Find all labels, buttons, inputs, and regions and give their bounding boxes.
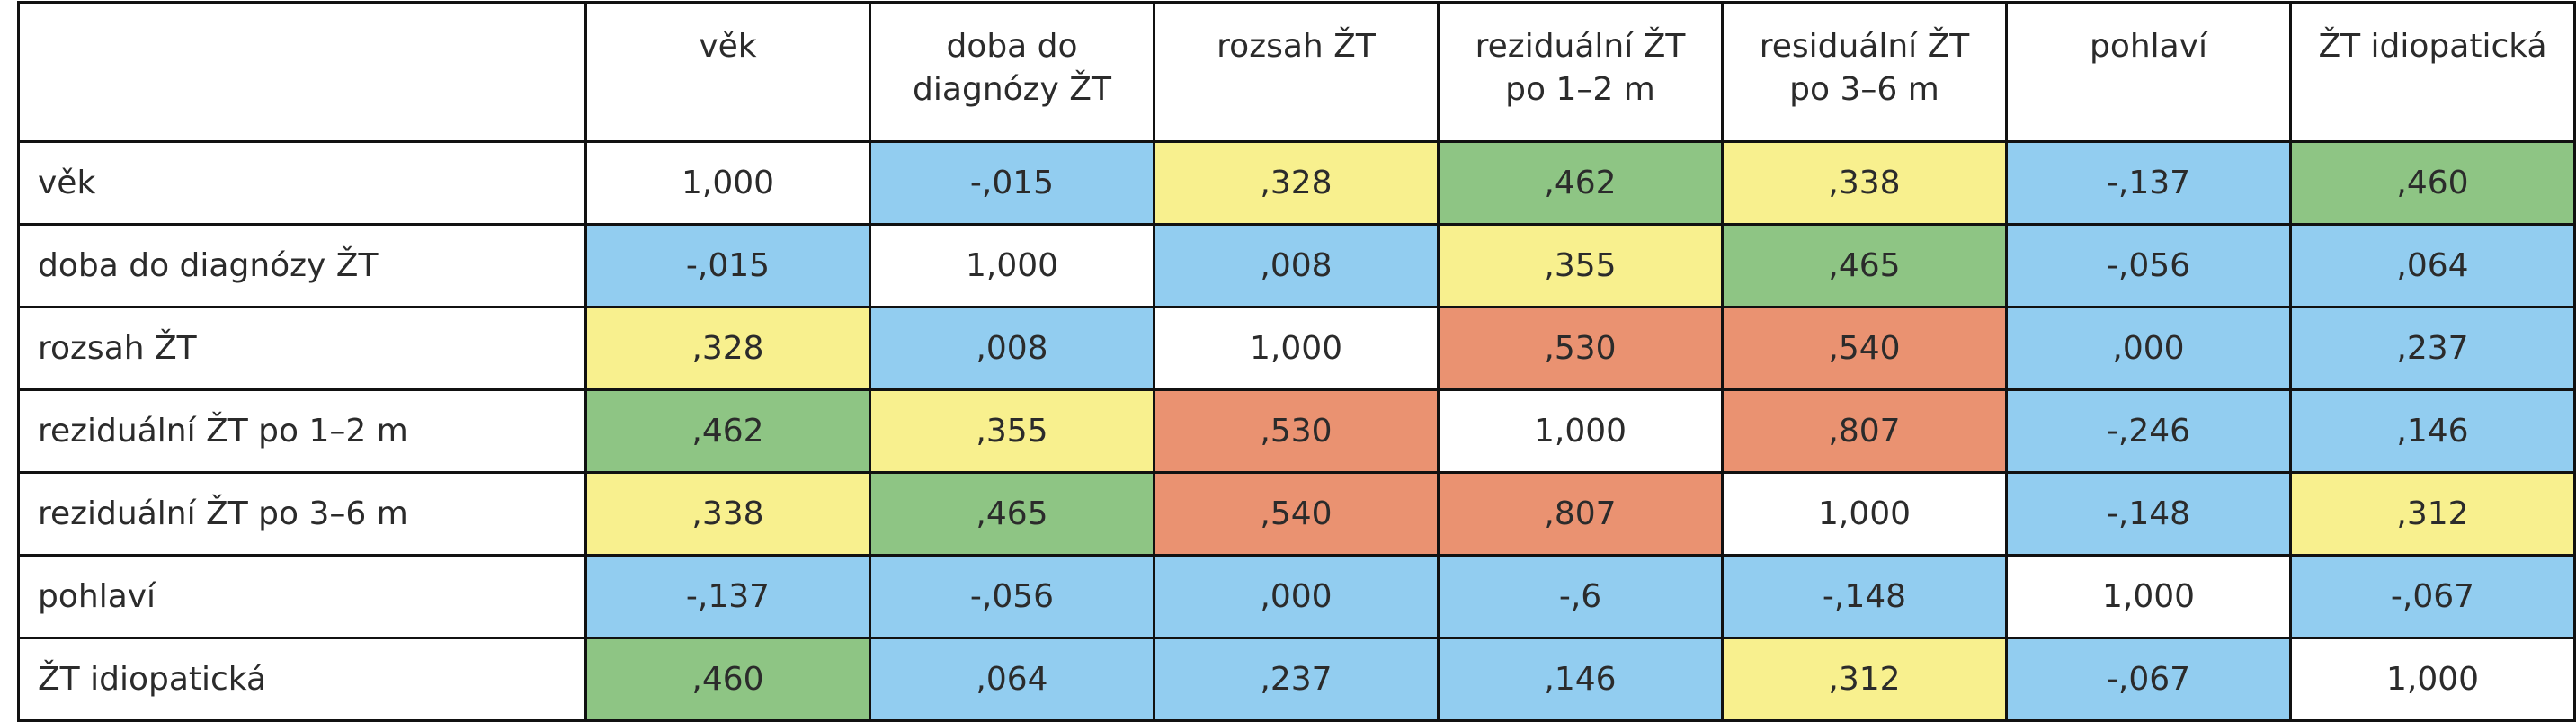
correlation-cell: ,146 xyxy=(1437,637,1724,722)
correlation-cell: ,000 xyxy=(1153,554,1440,639)
correlation-cell: ,460 xyxy=(584,637,871,722)
correlation-cell: ,312 xyxy=(1721,637,2008,722)
correlation-table: věk doba do diagnózy ŽT rozsah ŽT reziduální… xyxy=(17,1,2576,722)
correlation-cell: ,000 xyxy=(2005,306,2292,391)
correlation-cell: ,465 xyxy=(1721,223,2008,308)
correlation-cell: -,148 xyxy=(1721,554,2008,639)
correlation-cell: ,540 xyxy=(1721,306,2008,391)
correlation-cell: ,328 xyxy=(1153,140,1440,226)
correlation-cell: ,465 xyxy=(869,471,1155,557)
correlation-cell: ,237 xyxy=(1153,637,1440,722)
table-row: ŽT idiopatická ,460,064,237,146,312 -,067 1… xyxy=(17,637,2576,722)
correlation-cell: ,338 xyxy=(584,471,871,557)
table-body: věk 1,000 -,015,328,462,338 -,137,460 doba d… xyxy=(17,140,2576,722)
table-header: věk doba do diagnózy ŽT rozsah ŽT reziduální… xyxy=(17,1,2576,143)
correlation-cell: ,237 xyxy=(2289,306,2576,391)
table-row: věk 1,000 -,015,328,462,338 -,137,460 xyxy=(17,140,2576,226)
correlation-cell: ,807 xyxy=(1437,471,1724,557)
correlation-cell: ,008 xyxy=(869,306,1155,391)
column-header-zt-idiopaticka: ŽT idiopatická xyxy=(2289,1,2576,143)
correlation-cell: 1,000 xyxy=(1153,306,1440,391)
correlation-cell: 1,000 xyxy=(2289,637,2576,722)
row-label-zt-idiopaticka: ŽT idiopatická xyxy=(17,637,587,722)
table-row: rozsah ŽT ,328,008 1,000,530,540,000,237 xyxy=(17,306,2576,391)
correlation-cell: ,460 xyxy=(2289,140,2576,226)
correlation-cell: ,530 xyxy=(1153,388,1440,474)
correlation-cell: -,148 xyxy=(2005,471,2292,557)
correlation-cell: ,328 xyxy=(584,306,871,391)
correlation-cell: 1,000 xyxy=(2005,554,2292,639)
correlation-cell: -,6 xyxy=(1437,554,1724,639)
correlation-cell: ,064 xyxy=(869,637,1155,722)
table-row: reziduální ŽT po 3–6 m ,338,465,540,807 1,… xyxy=(17,471,2576,557)
header-row: věk doba do diagnózy ŽT rozsah ŽT reziduální… xyxy=(17,1,2576,143)
correlation-cell: ,355 xyxy=(1437,223,1724,308)
correlation-cell: -,015 xyxy=(869,140,1155,226)
row-label-rozsah-zt: rozsah ŽT xyxy=(17,306,587,391)
correlation-cell: -,067 xyxy=(2289,554,2576,639)
correlation-cell: -,137 xyxy=(584,554,871,639)
column-header-rezidualni-zt-po-1-2-m: reziduální ŽT po 1–2 m xyxy=(1437,1,1724,143)
correlation-cell: ,530 xyxy=(1437,306,1724,391)
correlation-cell: ,355 xyxy=(869,388,1155,474)
column-header-pohlavi: pohlaví xyxy=(2005,1,2292,143)
correlation-cell: ,338 xyxy=(1721,140,2008,226)
row-label-rezidualni-zt-po-3-6-m: reziduální ŽT po 3–6 m xyxy=(17,471,587,557)
correlation-cell: ,462 xyxy=(1437,140,1724,226)
column-header-vek: věk xyxy=(584,1,871,143)
correlation-table-wrapper: věk doba do diagnózy ŽT rozsah ŽT reziduální… xyxy=(17,1,2576,722)
header-corner-cell xyxy=(17,1,587,143)
table-row: pohlaví -,137 -,056,000 -,6 -,148 1,000 -,067 xyxy=(17,554,2576,639)
correlation-cell: 1,000 xyxy=(584,140,871,226)
table-row: reziduální ŽT po 1–2 m ,462,355,530 1,000,… xyxy=(17,388,2576,474)
correlation-cell: -,137 xyxy=(2005,140,2292,226)
correlation-cell: ,462 xyxy=(584,388,871,474)
correlation-cell: ,540 xyxy=(1153,471,1440,557)
correlation-cell: -,067 xyxy=(2005,637,2292,722)
correlation-cell: 1,000 xyxy=(869,223,1155,308)
table-row: doba do diagnózy ŽT -,015 1,000,008,355,46… xyxy=(17,223,2576,308)
row-label-doba-do-diagnozy-zt: doba do diagnózy ŽT xyxy=(17,223,587,308)
column-header-residualni-zt-po-3-6-m: residuální ŽT po 3–6 m xyxy=(1721,1,2008,143)
row-label-rezidualni-zt-po-1-2-m: reziduální ŽT po 1–2 m xyxy=(17,388,587,474)
correlation-cell: -,056 xyxy=(869,554,1155,639)
correlation-cell: 1,000 xyxy=(1437,388,1724,474)
correlation-cell: ,312 xyxy=(2289,471,2576,557)
correlation-cell: ,008 xyxy=(1153,223,1440,308)
column-header-rozsah-zt: rozsah ŽT xyxy=(1153,1,1440,143)
correlation-cell: ,807 xyxy=(1721,388,2008,474)
correlation-cell: 1,000 xyxy=(1721,471,2008,557)
correlation-cell: -,056 xyxy=(2005,223,2292,308)
row-label-pohlavi: pohlaví xyxy=(17,554,587,639)
correlation-cell: ,064 xyxy=(2289,223,2576,308)
correlation-cell: -,246 xyxy=(2005,388,2292,474)
column-header-doba-do-diagnozy-zt: doba do diagnózy ŽT xyxy=(869,1,1155,143)
row-label-vek: věk xyxy=(17,140,587,226)
correlation-cell: -,015 xyxy=(584,223,871,308)
correlation-cell: ,146 xyxy=(2289,388,2576,474)
